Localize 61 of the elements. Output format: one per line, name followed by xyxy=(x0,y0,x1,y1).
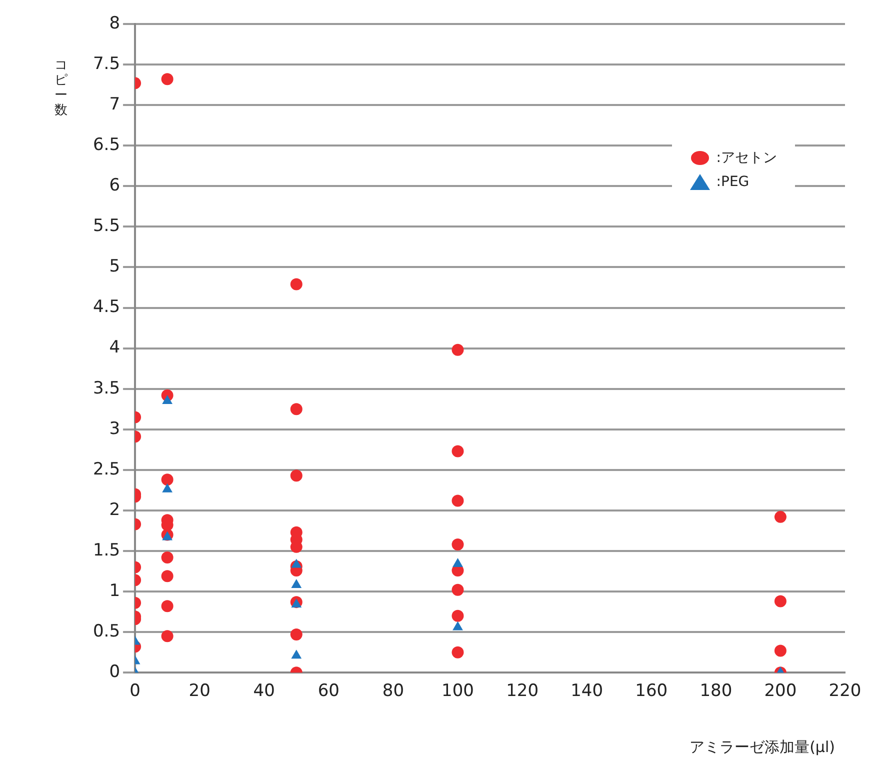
point xyxy=(452,621,463,630)
point xyxy=(774,510,786,523)
y-tick-label: 3 xyxy=(109,418,120,439)
y-tick-label: 6 xyxy=(109,176,120,196)
x-tick-label: 20 xyxy=(188,681,210,702)
point xyxy=(452,494,464,507)
legend-label: :アセトン xyxy=(716,149,777,167)
point xyxy=(161,551,174,564)
y-tick-label: 0 xyxy=(109,662,120,682)
point xyxy=(452,558,463,567)
y-axis-title: コピー数 xyxy=(54,58,68,118)
x-tick-label: 140 xyxy=(570,681,604,702)
y-tick-label: 6.5 xyxy=(92,135,120,156)
x-axis-title: アミラーゼ添加量(μl) xyxy=(690,738,835,757)
x-tick-label: 40 xyxy=(253,681,275,702)
y-tick-label: 8 xyxy=(109,13,120,34)
point xyxy=(290,278,302,290)
point xyxy=(161,474,174,486)
x-tick-label: 200 xyxy=(764,681,797,702)
point xyxy=(452,610,464,622)
point xyxy=(290,628,302,640)
point xyxy=(290,470,302,482)
point xyxy=(452,445,464,458)
point xyxy=(452,584,464,596)
y-tick-label: 2 xyxy=(109,500,120,520)
y-tick-label: 7.5 xyxy=(92,54,120,74)
y-tick-label: 0.5 xyxy=(92,621,120,642)
point xyxy=(161,630,174,642)
x-tick-label: 0 xyxy=(130,681,140,702)
point xyxy=(291,558,302,568)
y-tick-label: 4 xyxy=(109,338,120,358)
point xyxy=(291,650,302,659)
x-tick-label: 120 xyxy=(506,681,539,702)
point xyxy=(290,403,302,416)
x-tick-label: 100 xyxy=(442,681,474,702)
point xyxy=(291,579,302,588)
x-tick-label: 180 xyxy=(700,681,732,702)
legend-label: :PEG xyxy=(716,174,750,190)
point xyxy=(452,538,464,550)
point xyxy=(774,644,786,657)
point xyxy=(162,531,173,540)
y-tick-label: 1 xyxy=(109,580,120,601)
y-tick-label: 4.5 xyxy=(92,297,120,318)
y-tick-label: 3.5 xyxy=(92,378,120,398)
y-tick-label: 1.5 xyxy=(92,540,120,560)
y-tick-label: 7 xyxy=(109,94,120,114)
y-tick-label: 5 xyxy=(109,256,120,277)
x-tick-label: 160 xyxy=(635,681,668,702)
x-tick-label: 80 xyxy=(382,681,404,702)
point xyxy=(161,73,174,86)
point xyxy=(162,395,173,404)
point xyxy=(452,344,464,356)
point xyxy=(774,595,786,608)
point xyxy=(162,483,173,492)
y-tick-label: 2.5 xyxy=(92,459,120,480)
point xyxy=(161,570,174,582)
x-tick-label: 60 xyxy=(318,681,340,702)
point xyxy=(452,646,464,658)
y-tick-label: 5.5 xyxy=(92,216,120,236)
point xyxy=(161,600,174,612)
x-tick-label: 220 xyxy=(828,681,862,702)
